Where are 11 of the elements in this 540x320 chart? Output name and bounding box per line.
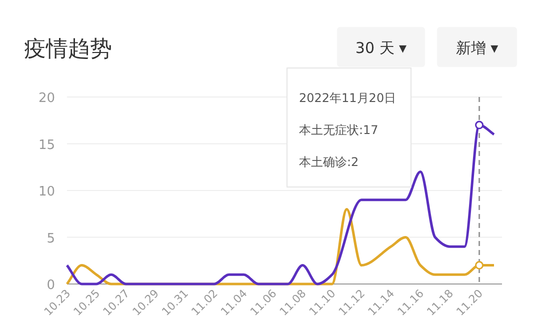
annotation: 本土确诊:2 — [299, 155, 359, 169]
y-tick-label: 10 — [38, 184, 55, 200]
y-tick-label: 15 — [38, 138, 55, 153]
y-tick-label: 0 — [46, 278, 55, 293]
y-tick-label: 5 — [46, 231, 55, 246]
annotation: 本土无症状:17 — [299, 123, 378, 137]
chart-title: 疫情趋势 — [24, 37, 112, 62]
text: 新增 ▾ — [456, 39, 499, 57]
annotation: 2022年11月20日 — [299, 91, 396, 105]
text: 30 天 ▾ — [355, 39, 408, 57]
y-tick-label: 20 — [38, 91, 55, 106]
